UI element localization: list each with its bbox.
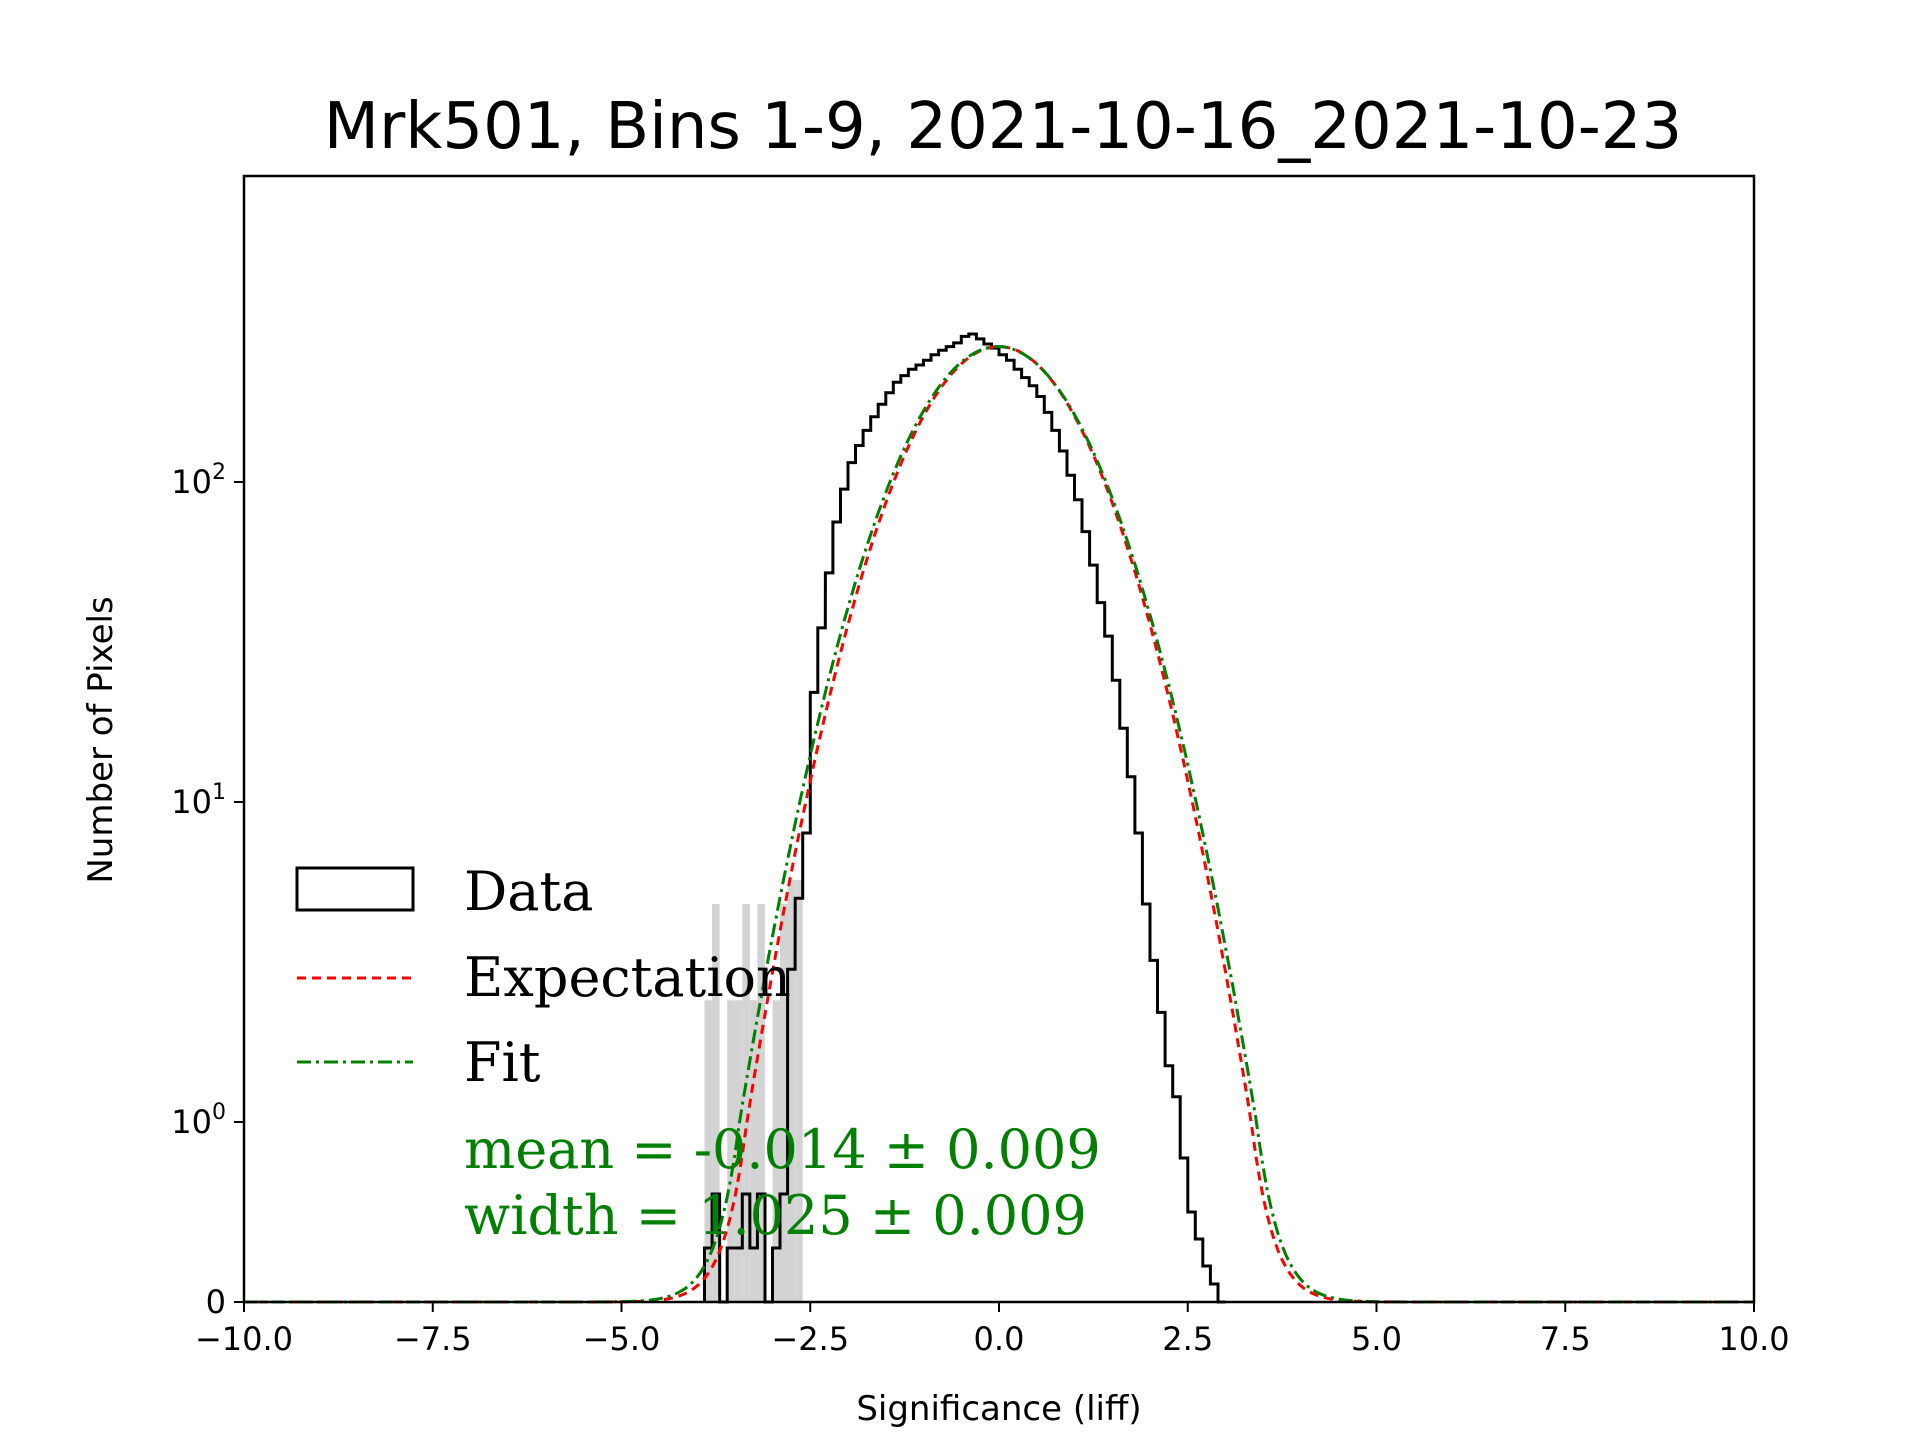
x-tick-label: −7.5 — [394, 1320, 472, 1358]
x-axis-ticks: −10.0 −7.5 −5.0 −2.5 0.0 2.5 5.0 7.5 10.0 — [195, 1302, 1790, 1358]
fit-mean-annotation: mean = -0.014 ± 0.009 — [464, 1118, 1101, 1181]
legend: Data Expectation Fit — [295, 860, 791, 1094]
grey-overlay-bar — [757, 904, 765, 1302]
legend-data-swatch — [295, 866, 415, 912]
data-low-significance-overlay — [704, 880, 803, 1302]
x-tick-label: −2.5 — [771, 1320, 849, 1358]
grey-overlay-bar — [704, 1000, 712, 1302]
x-tick-label: 2.5 — [1162, 1320, 1213, 1358]
grey-overlay-bar — [795, 880, 803, 1302]
x-axis-label: Significance (liff) — [856, 1389, 1141, 1429]
x-tick-label: 7.5 — [1540, 1320, 1591, 1358]
grey-overlay-bar — [772, 1000, 780, 1302]
data-histogram — [703, 332, 1226, 1304]
y-tick-label: 0 — [206, 1283, 226, 1321]
grey-overlay-bar — [742, 904, 750, 1302]
grey-overlay-bar — [780, 904, 788, 1302]
grey-overlay-bar — [734, 1000, 743, 1302]
x-tick-label: −10.0 — [195, 1320, 293, 1358]
grey-overlay-bar — [712, 904, 720, 1302]
x-tick-label: 10.0 — [1718, 1320, 1789, 1358]
grey-overlay-bar — [749, 1000, 758, 1302]
y-axis-label: Number of Pixels — [81, 596, 121, 883]
legend-expectation-label: Expectation — [464, 946, 791, 1009]
x-tick-label: 0.0 — [974, 1320, 1025, 1358]
legend-data-label: Data — [464, 860, 593, 923]
fit-width-annotation: width = 1.025 ± 0.009 — [464, 1184, 1087, 1247]
grey-overlay-bar — [787, 880, 796, 1302]
legend-fit-label: Fit — [464, 1031, 541, 1094]
grey-overlay-bar — [727, 1000, 735, 1302]
chart-title: Mrk501, Bins 1-9, 2021-10-16_2021-10-23 — [324, 90, 1682, 164]
x-tick-label: −5.0 — [583, 1320, 661, 1358]
x-tick-label: 5.0 — [1351, 1320, 1402, 1358]
